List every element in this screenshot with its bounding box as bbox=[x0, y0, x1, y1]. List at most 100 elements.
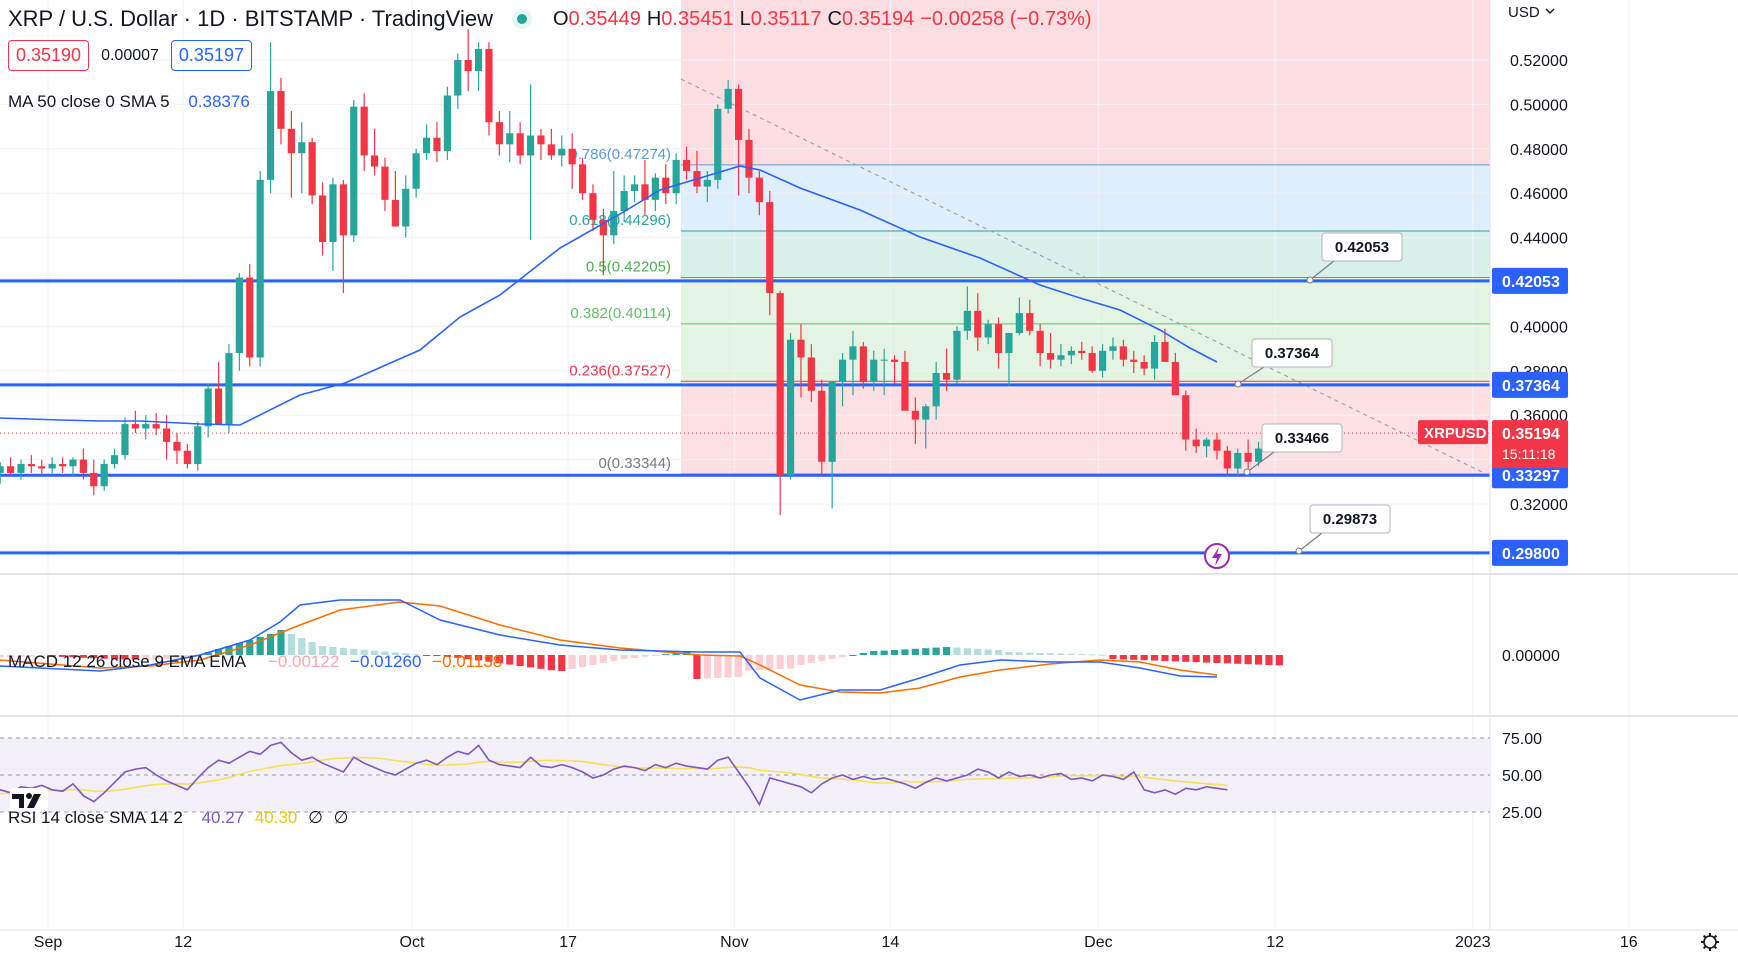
candle-up bbox=[1254, 448, 1263, 462]
fib-label: 0.236(0.37527) bbox=[569, 362, 671, 379]
candle-down bbox=[734, 88, 743, 140]
bar-countdown: 15:11:18 bbox=[1502, 446, 1556, 462]
candle-up bbox=[849, 346, 857, 360]
candle-up bbox=[454, 60, 462, 96]
trade-panel: 0.35190 0.00007 0.35197 bbox=[8, 40, 252, 71]
rsi-extra-value-2: ∅ bbox=[333, 808, 349, 827]
fib-zone-236 bbox=[681, 381, 1490, 475]
macd-histogram-bar bbox=[1088, 654, 1096, 656]
candle-down bbox=[58, 464, 67, 467]
rsi-tick-label: 25.00 bbox=[1502, 805, 1542, 822]
rsi-legend-label: RSI 14 close SMA 14 2 bbox=[8, 808, 183, 827]
candle-up bbox=[651, 177, 659, 200]
price-axis: 0.52000 0.50000 0.48000 0.46000 0.44000 0.420… bbox=[1418, 0, 1568, 930]
buy-button[interactable]: 0.35197 bbox=[170, 40, 252, 71]
candle-down bbox=[1140, 361, 1148, 369]
macd-histogram-bar bbox=[859, 653, 867, 655]
candle-down bbox=[90, 472, 98, 487]
macd-histogram-bar bbox=[48, 655, 56, 657]
macd-histogram-bar bbox=[568, 655, 576, 669]
macd-histogram-bar bbox=[599, 655, 607, 663]
candle-down bbox=[1244, 452, 1252, 462]
currency-label: USD bbox=[1508, 4, 1540, 21]
macd-histogram-bar bbox=[890, 650, 899, 655]
ohlc-close-label: C bbox=[827, 7, 842, 30]
candle-down bbox=[360, 106, 368, 156]
macd-histogram-bar bbox=[350, 648, 358, 655]
sell-button[interactable]: 0.35190 bbox=[8, 40, 90, 71]
candle-down bbox=[516, 133, 524, 156]
fib-label: 0.382(0.40114) bbox=[570, 305, 671, 322]
level-price-label: 0.29800 bbox=[1502, 546, 1560, 563]
gear-ring bbox=[1703, 935, 1717, 949]
macd-histogram-bar bbox=[734, 655, 743, 677]
price-tick-label: 0.32000 bbox=[1510, 497, 1568, 514]
macd-histogram-bar bbox=[1036, 652, 1044, 655]
rsi-legend[interactable]: RSI 14 close SMA 14 2 40.27 40.30 ∅ ∅ bbox=[8, 808, 348, 828]
macd-histogram-bar bbox=[1254, 655, 1263, 665]
candle-up bbox=[1202, 439, 1211, 447]
candle-down bbox=[131, 424, 139, 429]
macd-histogram-bar bbox=[173, 655, 181, 659]
candle-down bbox=[755, 177, 763, 203]
candle-down bbox=[287, 128, 295, 154]
macd-histogram-bar bbox=[1057, 653, 1065, 655]
candle-down bbox=[277, 91, 285, 129]
candle-down bbox=[1119, 346, 1127, 360]
rsi-ma-value: 40.30 bbox=[254, 808, 298, 827]
macd-histogram-bar bbox=[641, 655, 649, 657]
candle-up bbox=[1109, 346, 1117, 351]
candle-down bbox=[599, 219, 607, 236]
macd-histogram-bar bbox=[412, 654, 420, 656]
macd-histogram-bar bbox=[433, 655, 441, 656]
macd-tick-label: 0.00000 bbox=[1502, 648, 1560, 665]
ma-legend[interactable]: MA 50 close 0 SMA 5 0.38376 bbox=[8, 92, 250, 112]
macd-histogram-bar bbox=[1078, 654, 1086, 656]
callout-anchor bbox=[1306, 276, 1314, 284]
macd-histogram-bar bbox=[755, 655, 763, 670]
candle-up bbox=[610, 210, 618, 236]
candle-up bbox=[786, 339, 795, 476]
macd-histogram-bar bbox=[828, 655, 836, 659]
callout-label: 0.42053 bbox=[1335, 239, 1389, 256]
macd-histogram-bar bbox=[1130, 655, 1138, 660]
macd-histogram-bar bbox=[266, 634, 275, 655]
lightning-bolt bbox=[1212, 547, 1222, 566]
fib-zone-500 bbox=[681, 277, 1490, 382]
candle-down bbox=[381, 166, 389, 200]
macd-histogram-bar bbox=[818, 655, 826, 661]
candle-up bbox=[402, 188, 410, 227]
time-tick-label: 16 bbox=[1620, 934, 1638, 951]
macd-histogram-bar bbox=[454, 655, 462, 658]
macd-histogram-bar bbox=[1182, 655, 1190, 662]
macd-histogram-bar bbox=[277, 630, 285, 655]
candle-up bbox=[121, 424, 129, 456]
chevron-down-icon bbox=[1545, 8, 1555, 14]
candle-down bbox=[214, 388, 223, 425]
macd-histogram-bar bbox=[932, 647, 940, 655]
candle-up bbox=[474, 48, 483, 72]
candle-down bbox=[433, 137, 441, 152]
candle-up bbox=[412, 153, 420, 189]
price-tick-label: 0.50000 bbox=[1510, 97, 1568, 114]
candle-down bbox=[818, 390, 826, 462]
candle-up bbox=[266, 91, 275, 180]
rsi-value: 40.27 bbox=[201, 808, 245, 827]
candle-up bbox=[1234, 452, 1242, 469]
symbol-title[interactable]: XRP / U.S. Dollar · 1D · BITSTAMP · Trad… bbox=[8, 6, 493, 31]
macd-histogram-bar bbox=[672, 652, 680, 655]
macd-histogram-bar bbox=[58, 655, 67, 657]
macd-legend[interactable]: MACD 12 26 close 9 EMA EMA −0.00122 −0.0… bbox=[8, 652, 502, 672]
macd-histogram-bar bbox=[922, 648, 930, 655]
candle-down bbox=[662, 177, 670, 194]
gear-tooth bbox=[1702, 934, 1707, 939]
macd-histogram-bar bbox=[0, 655, 4, 658]
candle-down bbox=[1223, 450, 1231, 469]
macd-histogram-bar bbox=[308, 642, 316, 655]
price-tick-label: 0.40000 bbox=[1510, 319, 1568, 336]
fib-zone-top bbox=[681, 0, 1490, 165]
time-tick-label: 12 bbox=[1266, 934, 1284, 951]
candle-up bbox=[69, 459, 77, 467]
price-tick-label: 0.46000 bbox=[1510, 186, 1568, 203]
